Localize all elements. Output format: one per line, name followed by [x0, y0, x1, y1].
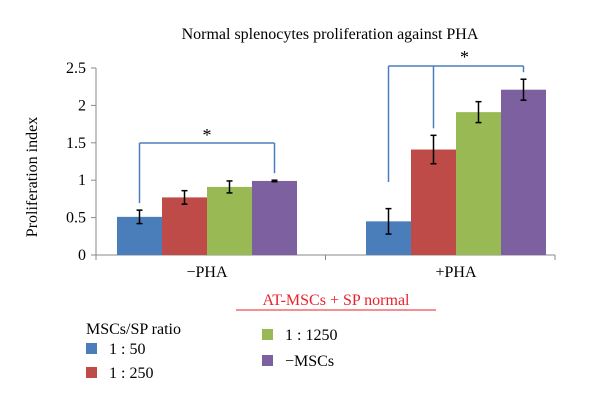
legend-swatch: [262, 329, 273, 340]
legend-label: 1 : 50: [109, 341, 145, 358]
annotation-label: AT-MSCs + SP normal: [263, 292, 411, 309]
axes: 0 0.5 1 1.5 2 2.5 −PHA +PHA: [66, 60, 556, 281]
bar: [501, 89, 546, 255]
bars: [117, 78, 546, 255]
y-tick-label: 2: [78, 97, 86, 114]
y-tick-label: 2.5: [66, 60, 86, 77]
x-tick-label: −PHA: [186, 264, 227, 281]
y-tick-label: 1: [78, 172, 86, 189]
legend: MSCs/SP ratio 1 : 50 1 : 250 1 : 1250 −MSCs: [86, 321, 337, 382]
y-tick-label: 0: [78, 247, 86, 264]
x-tick-label: +PHA: [435, 264, 476, 281]
significance-star: *: [460, 47, 469, 67]
y-tick-label: 1.5: [66, 135, 86, 152]
y-axis-label: Proliferation index: [24, 117, 41, 237]
legend-swatch: [86, 343, 97, 354]
legend-swatch: [86, 367, 97, 378]
bar: [207, 186, 252, 255]
significance-brackets: **: [138, 47, 525, 204]
significance-star: *: [203, 125, 212, 145]
legend-label: −MSCs: [285, 353, 334, 370]
y-tick-label: 0.5: [66, 210, 86, 227]
legend-title: MSCs/SP ratio: [86, 321, 181, 338]
bar: [252, 180, 297, 255]
legend-label: 1 : 1250: [285, 327, 337, 344]
legend-swatch: [262, 355, 273, 366]
legend-label: 1 : 250: [109, 365, 153, 382]
annotation: AT-MSCs + SP normal: [236, 292, 436, 311]
bar: [456, 112, 501, 255]
chart-title: Normal splenocytes proliferation against…: [182, 26, 479, 43]
bar: [162, 197, 207, 255]
bar: [411, 149, 456, 255]
